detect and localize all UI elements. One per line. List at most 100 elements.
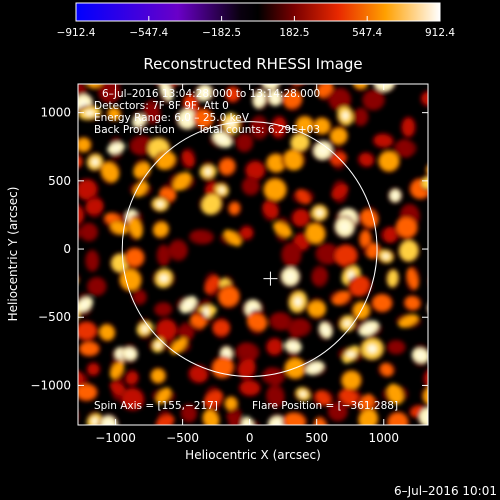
heat-blob xyxy=(314,118,330,134)
solar-limb-circle xyxy=(121,121,378,377)
heat-blob xyxy=(388,341,404,353)
heat-blob xyxy=(78,384,97,400)
annotation-method: Back Projection xyxy=(94,124,175,136)
heat-blob xyxy=(388,412,408,425)
heat-blob xyxy=(384,226,397,243)
colorbar-tick-label: −182.5 xyxy=(202,27,241,39)
heat-blob xyxy=(78,179,96,200)
heat-blob-core xyxy=(294,297,302,307)
heat-blob xyxy=(101,162,119,182)
x-tick-label: 500 xyxy=(305,431,328,445)
heat-blob-core xyxy=(205,167,211,176)
heat-blob-core xyxy=(340,222,349,232)
heat-blob xyxy=(342,371,361,390)
heat-blob xyxy=(339,389,360,406)
heat-blob-core xyxy=(342,111,349,120)
heat-blob-core xyxy=(437,237,444,244)
heat-blob-core xyxy=(219,187,225,194)
heat-blob-core xyxy=(113,143,119,153)
y-tick-label: 500 xyxy=(48,174,71,188)
heat-blob xyxy=(63,326,76,341)
heat-blob xyxy=(203,390,224,408)
heat-blob-core xyxy=(91,417,98,425)
heat-blob xyxy=(218,287,239,307)
x-tick-label: 1000 xyxy=(368,431,399,445)
plot-frame xyxy=(77,83,429,426)
heatmap-intensity-field xyxy=(63,56,455,425)
y-axis-label: Heliocentric Y (arcsec) xyxy=(6,187,20,322)
heat-blob xyxy=(243,178,259,194)
heat-blob xyxy=(432,233,448,249)
heat-blob xyxy=(405,296,420,310)
heat-blob-core xyxy=(367,344,377,354)
colorbar: −912.4 −547.4 −182.5 182.5 547.4 912.4 xyxy=(57,2,455,39)
heat-blob xyxy=(433,111,450,132)
heat-blob xyxy=(126,372,138,384)
heat-blob xyxy=(238,359,256,378)
heat-blob xyxy=(380,363,393,377)
heat-blob-core xyxy=(268,84,273,85)
heat-blob xyxy=(400,56,419,76)
colorbar-tick-label: 182.5 xyxy=(279,27,309,39)
colorbar-tick-label: −547.4 xyxy=(129,27,168,39)
heat-blob xyxy=(240,381,260,395)
heat-blob xyxy=(189,314,207,328)
heat-blob-core xyxy=(316,209,323,217)
heat-blob-halo xyxy=(78,329,80,339)
heat-blob-halo xyxy=(352,84,368,92)
annotation-spin-axis: Spin Axis = [155,−217] xyxy=(94,400,218,412)
heat-blob xyxy=(156,303,171,315)
heat-blob-core xyxy=(159,274,169,282)
heat-blob xyxy=(133,181,148,198)
heat-blob xyxy=(237,135,252,151)
heat-blob xyxy=(330,89,350,110)
heat-blob xyxy=(86,251,98,270)
heat-blob xyxy=(284,149,303,170)
heat-blob-core xyxy=(200,89,209,96)
heat-blob xyxy=(293,209,309,227)
heat-blob-halo xyxy=(428,65,453,82)
heat-blob xyxy=(430,62,450,86)
heat-blob-core xyxy=(310,365,320,371)
heat-blob-core xyxy=(154,342,162,348)
heat-blob xyxy=(223,229,242,247)
heat-blob-core xyxy=(346,351,356,357)
heat-blob xyxy=(316,84,334,97)
heat-blob-core xyxy=(156,201,164,208)
heat-blob xyxy=(335,245,357,266)
heat-blob-halo xyxy=(78,226,82,239)
heat-blob xyxy=(120,269,141,291)
heat-blob xyxy=(78,135,79,154)
heat-blob xyxy=(194,109,213,128)
x-tick-label: −500 xyxy=(166,431,199,445)
heat-blob xyxy=(283,244,300,266)
heat-blob xyxy=(296,117,313,133)
heat-blob xyxy=(78,155,82,167)
heat-blob-core xyxy=(81,300,88,309)
heat-blob xyxy=(427,300,443,317)
heat-blob-core xyxy=(84,110,95,116)
heat-blob xyxy=(85,199,104,214)
heat-blob xyxy=(359,409,378,425)
plot-area: −1000 −500 0 500 1000 −1000 −500 0 500 1000 xyxy=(30,56,455,445)
heat-blob xyxy=(431,203,455,227)
heat-blob-core xyxy=(318,146,327,155)
heat-blob xyxy=(311,268,328,284)
heat-blob xyxy=(283,91,302,108)
heat-blob xyxy=(291,134,310,151)
annotation-flare-position: Flare Position = [−361,288] xyxy=(252,400,398,412)
heat-blob-halo xyxy=(425,164,428,176)
heat-blob xyxy=(329,403,346,420)
heat-blob xyxy=(143,103,161,122)
chart-title: Reconstructed RHESSI Image xyxy=(143,55,362,73)
heat-blob-core xyxy=(343,320,352,327)
heat-blob-core xyxy=(364,325,374,332)
heat-blob xyxy=(87,364,99,375)
heat-blob-core xyxy=(203,306,209,317)
heat-blob-halo xyxy=(431,231,449,249)
heat-blob xyxy=(398,314,419,328)
heat-blob-core xyxy=(226,120,237,128)
heat-blob xyxy=(156,151,176,170)
heat-blob xyxy=(262,201,279,218)
